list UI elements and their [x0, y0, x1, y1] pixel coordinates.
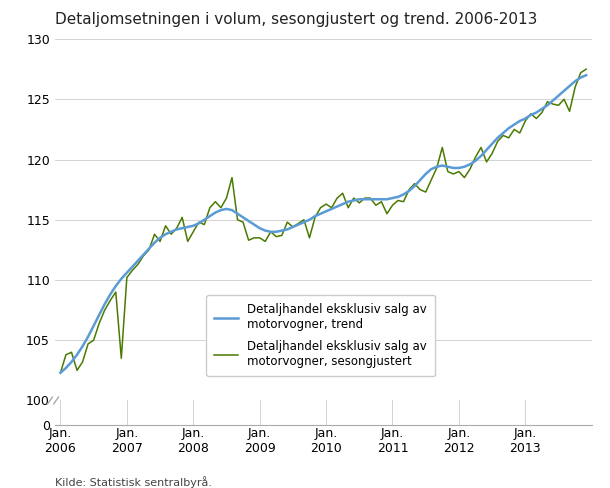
Legend: Detaljhandel eksklusiv salg av
motorvogner, trend, Detaljhandel eksklusiv salg a: Detaljhandel eksklusiv salg av motorvogn…	[206, 295, 436, 376]
Detaljhandel eksklusiv salg av
motorvogner, trend	[57, 370, 64, 376]
Detaljhandel eksklusiv salg av
motorvogner, sesongjustert	[284, 219, 291, 225]
Detaljhandel eksklusiv salg av
motorvogner, sesongjustert	[538, 110, 545, 116]
Detaljhandel eksklusiv salg av
motorvogner, trend	[538, 106, 545, 112]
Text: Detaljomsetningen i volum, sesongjustert og trend. 2006-2013: Detaljomsetningen i volum, sesongjustert…	[55, 12, 537, 27]
Detaljhandel eksklusiv salg av
motorvogner, trend	[284, 226, 291, 232]
Detaljhandel eksklusiv salg av
motorvogner, sesongjustert	[583, 66, 590, 72]
Text: Kilde: Statistisk sentralbyrå.: Kilde: Statistisk sentralbyrå.	[55, 476, 212, 488]
Detaljhandel eksklusiv salg av
motorvogner, trend	[129, 264, 136, 270]
Detaljhandel eksklusiv salg av
motorvogner, trend	[323, 208, 330, 214]
Detaljhandel eksklusiv salg av
motorvogner, sesongjustert	[206, 205, 213, 211]
Detaljhandel eksklusiv salg av
motorvogner, sesongjustert	[323, 201, 330, 207]
Detaljhandel eksklusiv salg av
motorvogner, sesongjustert	[57, 370, 64, 376]
Detaljhandel eksklusiv salg av
motorvogner, trend	[206, 213, 213, 219]
Detaljhandel eksklusiv salg av
motorvogner, sesongjustert	[129, 267, 136, 273]
Detaljhandel eksklusiv salg av
motorvogner, sesongjustert	[339, 190, 346, 196]
Detaljhandel eksklusiv salg av
motorvogner, trend	[583, 72, 590, 78]
Detaljhandel eksklusiv salg av
motorvogner, trend	[339, 201, 346, 207]
Line: Detaljhandel eksklusiv salg av
motorvogner, sesongjustert: Detaljhandel eksklusiv salg av motorvogn…	[60, 69, 586, 373]
Line: Detaljhandel eksklusiv salg av
motorvogner, trend: Detaljhandel eksklusiv salg av motorvogn…	[60, 75, 586, 373]
